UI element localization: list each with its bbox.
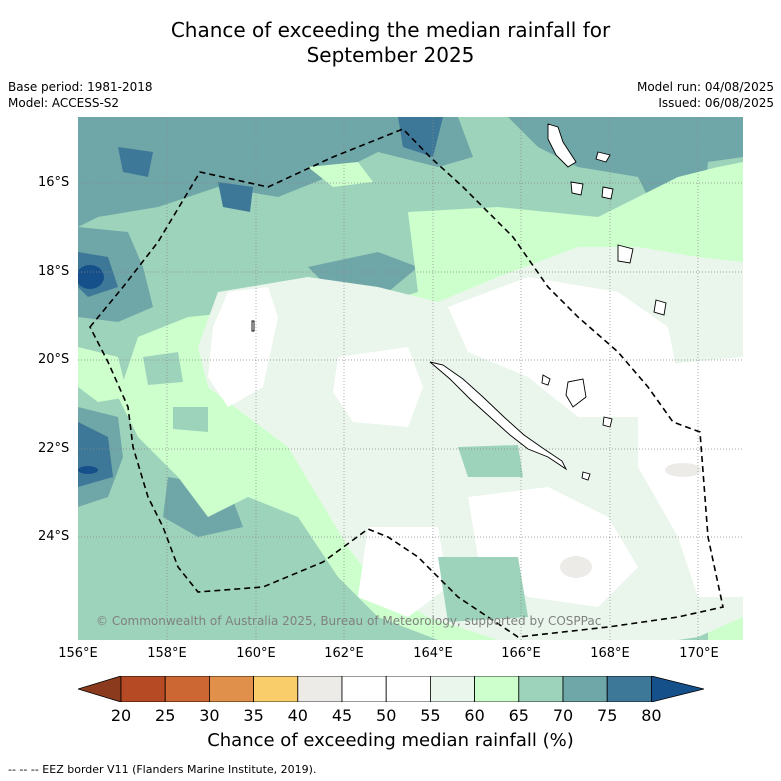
lon-tick: 156°E: [58, 646, 98, 661]
eez-border: [89, 128, 724, 638]
vanuatu-island: [653, 299, 667, 316]
region-45-55: [358, 527, 448, 617]
vanuatu-island: [570, 181, 584, 196]
colorbar-swatch: [562, 675, 608, 703]
region-60-65: [78, 347, 128, 402]
colorbar-swatch: [474, 675, 520, 703]
lat-tick: 20°S: [38, 352, 70, 367]
vanuatu-island: [547, 123, 577, 168]
region-65-70: [143, 352, 183, 385]
region-above-80: [78, 466, 98, 474]
region-40-45: [665, 463, 701, 477]
region-above-80: [78, 265, 104, 289]
colorbar-tick-label: 30: [199, 706, 220, 725]
islet: [581, 471, 591, 481]
region-65-70: [173, 407, 208, 432]
new-caledonia-island: [429, 361, 568, 471]
colorbar-tick-label: 20: [110, 706, 132, 725]
region-45-55: [638, 357, 743, 597]
rainfall-map: [78, 117, 743, 640]
colorbar-swatch: [164, 675, 210, 703]
region-75-80: [118, 147, 153, 177]
colorbar-swatch: [429, 675, 475, 703]
region-65-70: [438, 557, 528, 622]
colorbar-svg: [76, 675, 705, 703]
colorbar-tick-label: 75: [597, 706, 618, 725]
colorbar-tick-label: 65: [508, 706, 529, 725]
islet: [251, 320, 255, 332]
lon-tick: 160°E: [236, 646, 276, 661]
colorbar-tick-label: 35: [243, 706, 264, 725]
colorbar-tick-label: 55: [420, 706, 441, 725]
colorbar: [76, 675, 705, 703]
lon-tick: 170°E: [679, 646, 719, 661]
region-45-55: [208, 287, 278, 407]
eez-footnote: -- -- -- EEZ border V11 (Flanders Marine…: [8, 763, 317, 776]
vanuatu-island: [595, 151, 611, 163]
loyalty-island: [602, 416, 613, 428]
colorbar-swatch: [518, 675, 564, 703]
colorbar-extend-low: [76, 675, 122, 703]
title-line-1: Chance of exceeding the median rainfall …: [170, 18, 611, 42]
lon-tick: 168°E: [590, 646, 630, 661]
lat-tick: 22°S: [38, 441, 70, 456]
chart-title: Chance of exceeding the median rainfall …: [0, 18, 781, 68]
coastlines: [251, 123, 667, 481]
colorbar-swatch: [341, 675, 387, 703]
map-panel: © Commonwealth of Australia 2025, Bureau…: [78, 117, 743, 640]
vanuatu-island: [617, 244, 634, 264]
meta-right: Model run: 04/08/2025 Issued: 06/08/2025: [637, 79, 774, 111]
region-60-65: [308, 162, 373, 187]
lon-tick: 162°E: [324, 646, 364, 661]
lon-tick: 164°E: [413, 646, 453, 661]
colorbar-tick-label: 45: [331, 706, 353, 725]
region-65-70: [458, 445, 523, 477]
model-run: Model run: 04/08/2025: [636, 80, 774, 94]
colorbar-tick-label: 40: [287, 706, 308, 725]
colorbar-tick-label: 25: [155, 706, 176, 725]
vanuatu-island: [601, 186, 614, 200]
graticule: [78, 117, 743, 640]
issued-date: Issued: 06/08/2025: [658, 96, 774, 110]
lon-tick: 166°E: [501, 646, 541, 661]
colorbar-extend-high: [651, 675, 705, 703]
lat-tick: 16°S: [38, 175, 70, 190]
region-45-55: [448, 277, 678, 417]
base-period: Base period: 1981-2018: [8, 80, 153, 94]
colorbar-swatch: [253, 675, 299, 703]
region-75-80: [218, 182, 253, 212]
colorbar-swatch: [297, 675, 343, 703]
model-name: Model: ACCESS-S2: [8, 96, 120, 110]
region-70-75: [78, 117, 473, 227]
colorbar-swatch: [606, 675, 652, 703]
lat-tick: 18°S: [38, 264, 70, 279]
colorbar-swatch: [120, 675, 166, 703]
colorbar-tick-label: 60: [464, 706, 485, 725]
colorbar-tick-label: 70: [552, 706, 574, 725]
colorbar-swatch: [208, 675, 254, 703]
title-line-2: September 2025: [306, 43, 475, 67]
colorbar-title: Chance of exceeding median rainfall (%): [207, 730, 574, 751]
colorbar-swatch: [385, 675, 431, 703]
colorbar-tick-label: 80: [641, 706, 662, 725]
lat-tick: 24°S: [38, 529, 70, 544]
lon-tick: 158°E: [147, 646, 187, 661]
copyright-notice: © Commonwealth of Australia 2025, Bureau…: [96, 614, 602, 628]
loyalty-island: [565, 378, 587, 408]
loyalty-island: [541, 374, 551, 386]
region-45-55: [333, 347, 423, 427]
meta-left: Base period: 1981-2018 Model: ACCESS-S2: [8, 79, 153, 111]
region-70-75: [78, 227, 153, 322]
region-75-80: [398, 117, 443, 157]
colorbar-tick-label: 50: [376, 706, 397, 725]
region-40-45: [560, 556, 592, 578]
